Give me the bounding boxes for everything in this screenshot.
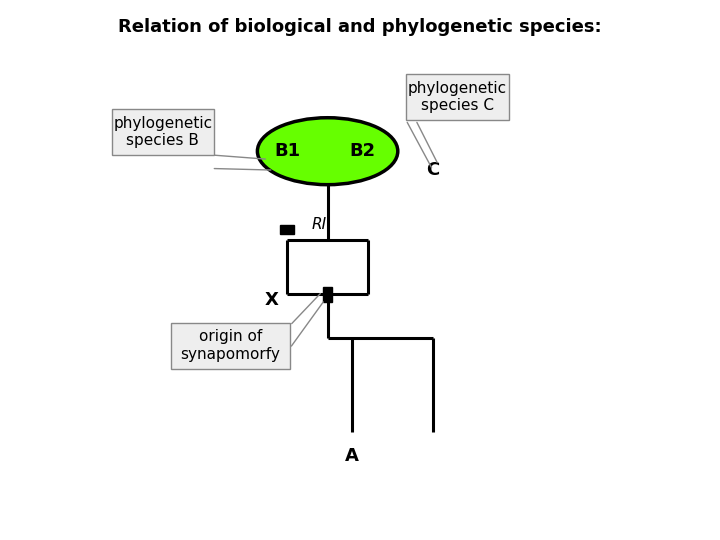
- Text: origin of
synapomorfy: origin of synapomorfy: [181, 329, 280, 362]
- Polygon shape: [280, 225, 294, 234]
- FancyBboxPatch shape: [171, 322, 289, 368]
- Polygon shape: [323, 287, 333, 302]
- FancyBboxPatch shape: [406, 74, 508, 120]
- Ellipse shape: [258, 118, 397, 185]
- Text: C: C: [426, 161, 439, 179]
- Text: B2: B2: [350, 142, 376, 160]
- Text: A: A: [345, 447, 359, 465]
- Text: phylogenetic
species B: phylogenetic species B: [113, 116, 212, 148]
- Text: X: X: [265, 291, 279, 309]
- Text: Relation of biological and phylogenetic species:: Relation of biological and phylogenetic …: [118, 18, 602, 36]
- Text: B1: B1: [274, 142, 300, 160]
- Text: phylogenetic
species C: phylogenetic species C: [408, 81, 507, 113]
- Text: RI: RI: [311, 217, 327, 232]
- FancyBboxPatch shape: [112, 109, 215, 156]
